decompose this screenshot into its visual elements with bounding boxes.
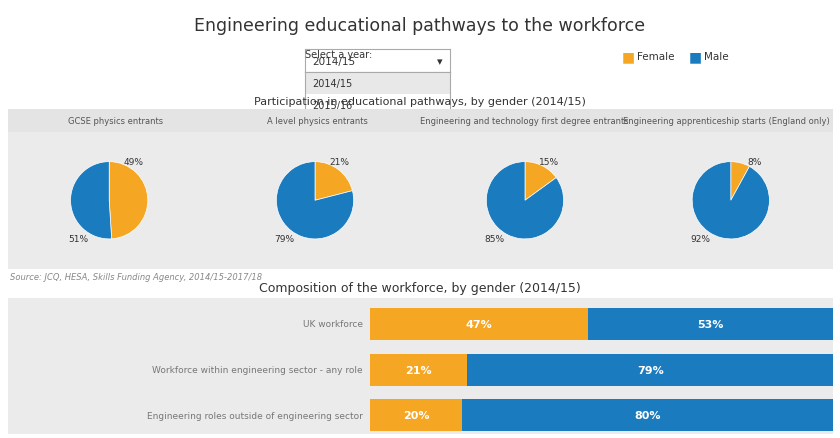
Text: 85%: 85%: [484, 234, 504, 243]
Text: ■: ■: [622, 50, 635, 64]
Text: A level physics entrants: A level physics entrants: [267, 117, 368, 125]
Wedge shape: [486, 162, 564, 239]
Wedge shape: [315, 162, 353, 201]
Text: 21%: 21%: [329, 157, 349, 166]
Text: 47%: 47%: [465, 319, 492, 329]
Wedge shape: [692, 162, 769, 239]
Text: 51%: 51%: [68, 234, 88, 243]
Text: Engineering apprenticeship starts (England only): Engineering apprenticeship starts (Engla…: [622, 117, 829, 125]
Text: 79%: 79%: [637, 365, 664, 375]
Text: ▾: ▾: [438, 57, 443, 67]
Wedge shape: [731, 162, 749, 201]
Text: Source: JCQ, HESA, Skills Funding Agency, 2014/15-2017/18: Source: JCQ, HESA, Skills Funding Agency…: [10, 272, 262, 282]
Text: 92%: 92%: [690, 234, 710, 243]
Text: Participation in educational pathways, by gender (2014/15): Participation in educational pathways, b…: [254, 96, 586, 106]
Text: 20%: 20%: [402, 410, 429, 420]
Text: 2016/17: 2016/17: [312, 123, 353, 133]
Wedge shape: [525, 162, 556, 201]
Text: 49%: 49%: [123, 157, 144, 166]
Wedge shape: [276, 162, 354, 239]
Text: 2015/16: 2015/16: [312, 101, 353, 111]
Text: Select a year:: Select a year:: [305, 50, 372, 60]
Text: 15%: 15%: [539, 157, 559, 166]
Text: 21%: 21%: [405, 365, 432, 375]
Text: Engineering roles outside of engineering sector: Engineering roles outside of engineering…: [147, 411, 363, 420]
Wedge shape: [71, 162, 112, 239]
Text: Female: Female: [637, 52, 675, 62]
Text: Composition of the workforce, by gender (2014/15): Composition of the workforce, by gender …: [259, 281, 581, 294]
Wedge shape: [109, 162, 148, 239]
Text: 2014/15: 2014/15: [312, 57, 355, 67]
Text: 2014/15: 2014/15: [312, 79, 353, 89]
Text: Male: Male: [704, 52, 728, 62]
Bar: [305, 73, 450, 95]
Text: ■: ■: [689, 50, 702, 64]
Text: Engineering educational pathways to the workforce: Engineering educational pathways to the …: [194, 17, 646, 35]
Text: 79%: 79%: [274, 234, 294, 243]
Text: Engineering and technology first degree entrants: Engineering and technology first degree …: [420, 117, 628, 125]
Text: 2017/18: 2017/18: [312, 145, 353, 155]
Text: UK workforce: UK workforce: [303, 320, 363, 328]
Text: Workforce within engineering sector - any role: Workforce within engineering sector - an…: [152, 366, 363, 374]
Text: 53%: 53%: [697, 319, 723, 329]
Text: 8%: 8%: [748, 157, 762, 166]
Text: 80%: 80%: [634, 410, 661, 420]
Text: GCSE physics entrants: GCSE physics entrants: [68, 117, 163, 125]
